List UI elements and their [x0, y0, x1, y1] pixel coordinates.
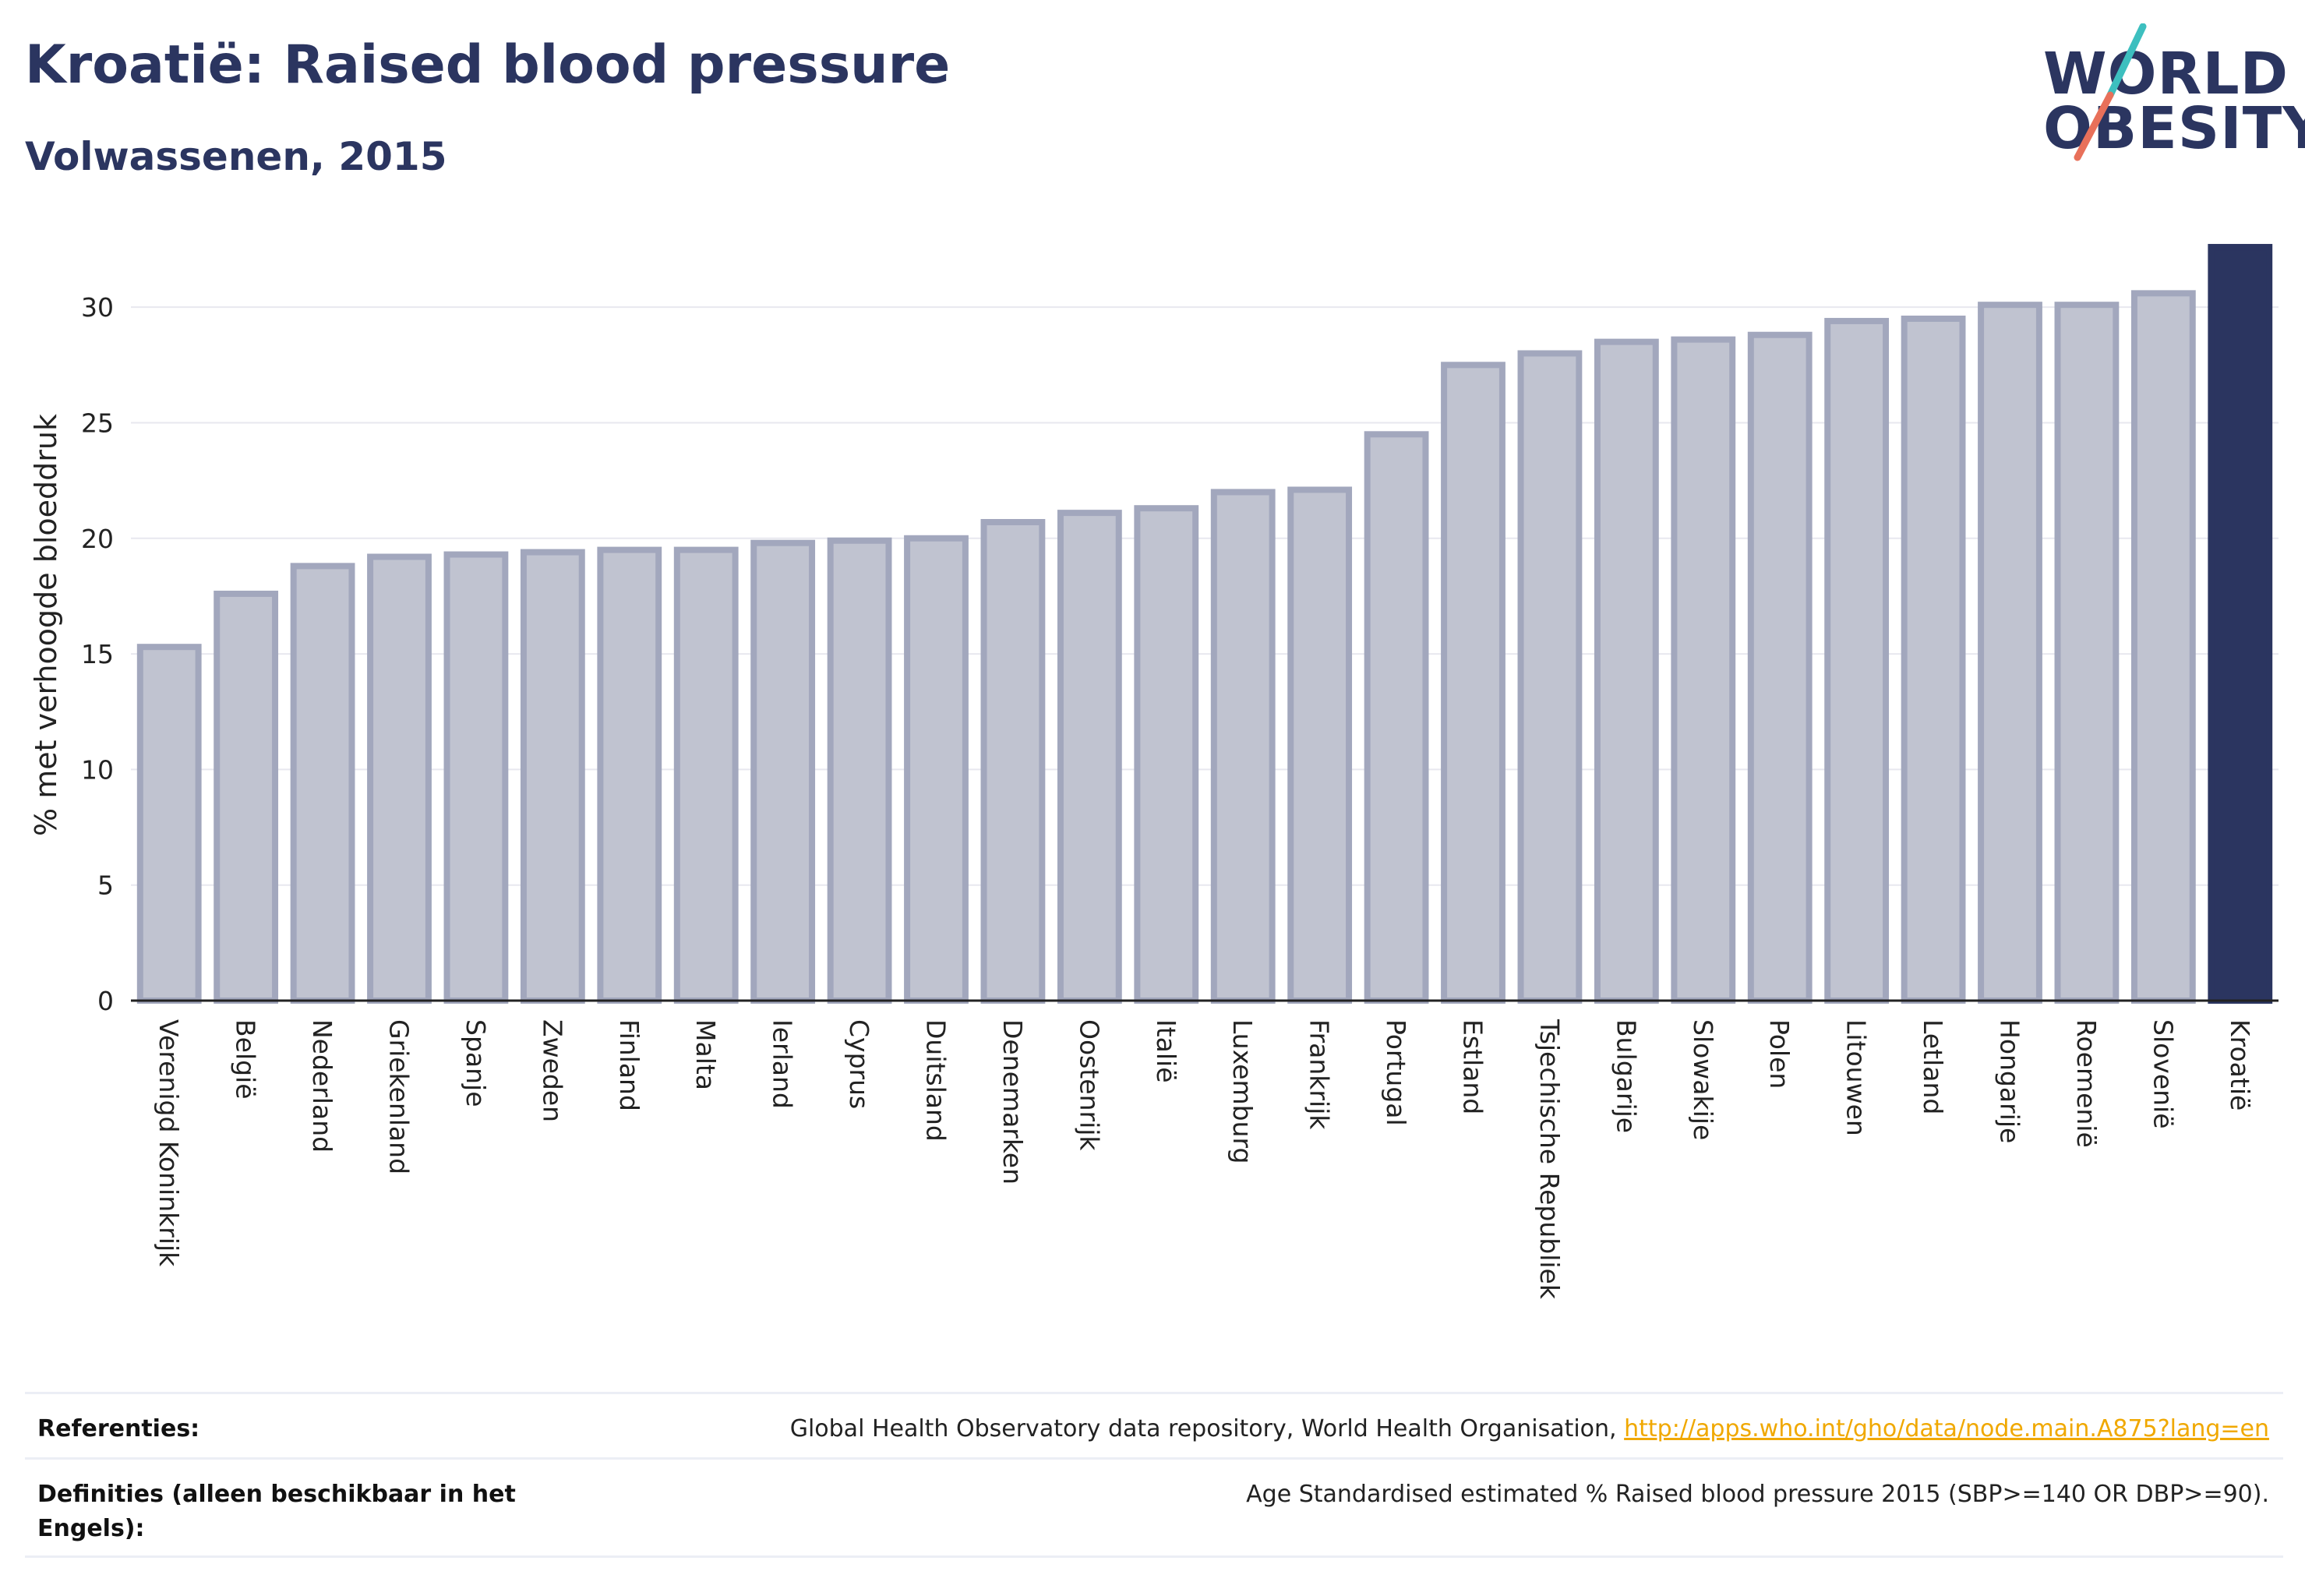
x-tick-label: Finland	[614, 1019, 644, 1111]
bar[interactable]	[367, 553, 432, 1004]
y-tick-label: 5	[97, 870, 114, 901]
x-tick-label: Letland	[1918, 1019, 1948, 1114]
bar[interactable]	[980, 519, 1046, 1004]
bar[interactable]	[1747, 331, 1813, 1005]
x-tick-label: Verenigd Koninkrijk	[154, 1019, 184, 1267]
bar[interactable]	[290, 563, 355, 1004]
x-tick-label: Bulgarije	[1611, 1019, 1641, 1133]
footer-divider-top	[25, 1392, 2283, 1394]
footer-divider-middle	[25, 1457, 2283, 1460]
x-tick-label: Hongarije	[1995, 1019, 2025, 1143]
references-link[interactable]: http://apps.who.int/gho/data/node.main.A…	[1624, 1415, 2269, 1442]
x-tick-label: België	[231, 1019, 261, 1100]
x-tick-label: Italië	[1151, 1019, 1181, 1083]
y-axis-title: % met verhoogde bloeddruk	[29, 414, 63, 836]
x-tick-label: Tsjechische Republiek	[1534, 1019, 1565, 1300]
x-tick-label: Denemarken	[997, 1019, 1028, 1185]
bars	[136, 244, 2273, 1005]
bar[interactable]	[1057, 510, 1122, 1004]
y-tick-label: 20	[81, 524, 114, 554]
bar[interactable]	[1364, 431, 1429, 1004]
x-tick-label: Frankrijk	[1304, 1019, 1335, 1130]
x-tick-label: Litouwen	[1841, 1019, 1872, 1136]
x-tick-label: Roemenië	[2071, 1019, 2102, 1148]
logo-word-2: OBESITY	[2043, 95, 2305, 162]
references-source: Global Health Observatory data repositor…	[790, 1412, 2269, 1446]
footer-divider-bottom	[25, 1555, 2283, 1558]
references-label: Referenties:	[37, 1415, 200, 1442]
x-tick-label: Oostenrijk	[1074, 1019, 1104, 1151]
x-tick-label: Kroatië	[2225, 1019, 2255, 1110]
chart-title: Kroatië: Raised blood pressure	[25, 34, 951, 96]
x-tick-label: Spanje	[461, 1019, 491, 1107]
x-tick-label: Malta	[690, 1019, 721, 1090]
bar[interactable]	[1517, 350, 1583, 1004]
bar[interactable]	[2208, 244, 2273, 1004]
bar[interactable]	[750, 539, 816, 1004]
x-tick-label: Cyprus	[844, 1019, 874, 1109]
world-obesity-logo: WORLD OBESITY	[2026, 23, 2305, 164]
bar[interactable]	[673, 546, 739, 1005]
y-tick-label: 30	[81, 292, 114, 323]
bar[interactable]	[827, 537, 892, 1004]
bar[interactable]	[1594, 338, 1659, 1004]
x-tick-label: Ierland	[768, 1019, 798, 1109]
bar[interactable]	[904, 535, 969, 1004]
bar-chart: 0 5 10 15 20 25 30 Verenigd Koninkrijk België Ned…	[29, 244, 2279, 1300]
x-tick-label: Zweden	[537, 1019, 567, 1122]
bar[interactable]	[214, 590, 279, 1004]
x-tick-label: Nederland	[307, 1019, 337, 1153]
logo-slash-icon	[2074, 23, 2147, 161]
axes: 0 5 10 15 20 25 30 Verenigd Koninkrijk België Ned…	[81, 292, 2279, 1300]
bar[interactable]	[443, 551, 509, 1005]
bar[interactable]	[597, 546, 662, 1005]
y-tick-label: 25	[81, 408, 114, 438]
bar[interactable]	[1441, 362, 1505, 1005]
bar[interactable]	[1978, 302, 2042, 1005]
x-tick-label: Duitsland	[921, 1019, 951, 1142]
x-tick-label: Slovenië	[2148, 1019, 2178, 1129]
bar[interactable]	[520, 549, 585, 1004]
bar[interactable]	[1287, 486, 1353, 1005]
x-tick-label: Luxemburg	[1227, 1019, 1258, 1163]
bar[interactable]	[136, 644, 202, 1004]
y-tick-label: 15	[81, 639, 114, 669]
x-tick-label: Griekenland	[384, 1019, 415, 1174]
definitions-text: Age Standardised estimated % Raised bloo…	[1246, 1481, 2269, 1508]
definitions-label: Definities (alleen beschikbaar in het En…	[37, 1481, 516, 1542]
bar[interactable]	[1901, 315, 1966, 1004]
bar[interactable]	[1134, 505, 1199, 1004]
x-tick-label: Portugal	[1381, 1019, 1411, 1126]
bar[interactable]	[2130, 290, 2196, 1004]
bar[interactable]	[1824, 317, 1890, 1005]
y-tick-label: 10	[81, 754, 114, 785]
x-tick-label: Slowakije	[1688, 1019, 1718, 1140]
y-tick-label: 0	[97, 986, 114, 1016]
x-tick-label: Polen	[1764, 1019, 1795, 1089]
bar[interactable]	[1210, 489, 1276, 1004]
bar[interactable]	[1671, 336, 1736, 1004]
bar[interactable]	[2054, 302, 2120, 1005]
x-tick-label: Estland	[1458, 1019, 1488, 1114]
logo-word-1: WORLD	[2043, 41, 2289, 108]
chart-subtitle: Volwassenen, 2015	[25, 134, 447, 179]
references-text: Global Health Observatory data repositor…	[789, 1415, 1617, 1442]
